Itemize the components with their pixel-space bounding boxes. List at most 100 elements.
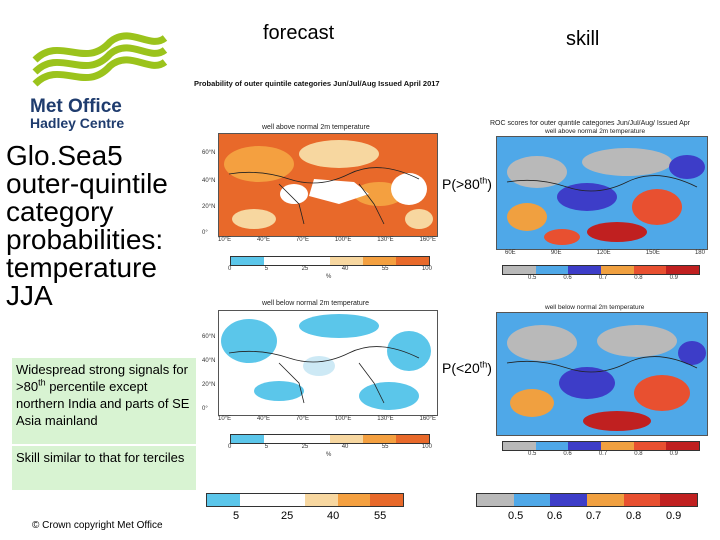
skill-label-below: P(<20th) xyxy=(440,360,494,376)
forecast-map-below-field xyxy=(219,311,437,415)
cbar-swatch xyxy=(535,266,569,274)
skill-large-tick: 0.6 xyxy=(547,510,563,522)
skill-label-below-a: P(<20 xyxy=(442,360,480,376)
skill-lon-ticks-1: 60E 90E 120E 150E 180 xyxy=(505,250,705,256)
skill-label-below-b: ) xyxy=(487,360,492,376)
forecast-map2-title: well below normal 2m temperature xyxy=(262,300,369,307)
lon-tick: 90E xyxy=(550,250,562,256)
cbar-swatch xyxy=(337,494,371,506)
cbar-swatch xyxy=(207,494,240,506)
cbar-swatch xyxy=(568,442,602,450)
cbar-tick: 0.7 xyxy=(598,451,608,457)
forecast-map1-title: well above normal 2m temperature xyxy=(262,124,370,131)
title-line: Glo.Sea5 xyxy=(6,140,123,171)
skill-cbar-ticks-1: 0.5 0.6 0.7 0.8 0.9 xyxy=(528,275,678,281)
lon-ticks-2: 10°E 40°E 70°E 100°E 130°E 160°E xyxy=(218,416,436,422)
cbar-tick: 25 xyxy=(301,266,309,272)
title-line: outer-quintile xyxy=(6,168,168,199)
cbar-swatch xyxy=(305,494,338,506)
cbar-swatch xyxy=(363,257,396,265)
cbar-swatch xyxy=(568,266,602,274)
cbar-tick: 0.5 xyxy=(528,451,537,457)
cbar-tick: 0.6 xyxy=(563,275,572,281)
lon-tick: 130°E xyxy=(377,416,394,422)
title-line: category xyxy=(6,196,114,227)
cbar-swatch xyxy=(503,442,536,450)
lon-ticks-1: 10°E 40°E 70°E 100°E 130°E 160°E xyxy=(218,237,436,243)
copyright-footer: © Crown copyright Met Office xyxy=(32,520,163,531)
cbar-swatch xyxy=(535,442,569,450)
cbar-swatch xyxy=(587,494,624,506)
cbar-tick: 0.9 xyxy=(669,275,678,281)
skill-cbar-ticks-2: 0.5 0.6 0.7 0.8 0.9 xyxy=(528,451,678,457)
slide-title: Glo.Sea5 outer-quintile category probabi… xyxy=(6,142,206,310)
lon-tick: 60E xyxy=(505,250,516,256)
lon-tick: 160°E xyxy=(419,416,436,422)
forecast-map-above xyxy=(218,133,438,237)
cbar-tick: 5 xyxy=(264,266,269,272)
lon-tick: 130°E xyxy=(377,237,394,243)
cbar-tick: 100 xyxy=(421,444,432,450)
lat-tick: 20°N xyxy=(202,204,216,210)
skill-label-above: P(>80th) xyxy=(440,176,494,192)
cbar-swatch xyxy=(396,435,429,443)
cbar-swatch xyxy=(330,435,363,443)
lat-tick: 40°N xyxy=(202,178,216,184)
skill-label-above-a: P(>80 xyxy=(442,176,480,192)
forecast-colorbar-2 xyxy=(230,434,430,444)
cbar-tick: 40 xyxy=(341,444,349,450)
cbar-swatch xyxy=(231,257,264,265)
cbar-swatch xyxy=(633,442,667,450)
lat-tick: 0° xyxy=(202,406,208,412)
forecast-cbar-ticks-1: 0 5 25 40 55 100 xyxy=(228,266,432,272)
skill-large-tick: 0.8 xyxy=(626,510,642,522)
title-line: probabilities: xyxy=(6,224,164,255)
cbar-tick: 0.9 xyxy=(669,451,678,457)
forecast-large-tick: 40 xyxy=(327,510,340,522)
cbar-tick: 40 xyxy=(341,266,349,272)
forecast-colorbar-large xyxy=(206,493,404,507)
forecast-large-tick: 25 xyxy=(281,510,294,522)
forecast-map-below xyxy=(218,310,438,416)
cbar-tick: 0.8 xyxy=(634,451,643,457)
cbar-tick: 0.7 xyxy=(598,275,608,281)
logo-line2: Hadley Centre xyxy=(30,115,125,131)
skill-colorbar-2 xyxy=(502,441,700,451)
cbar-tick: 0 xyxy=(228,266,232,272)
cbar-swatch xyxy=(396,257,429,265)
skill-map-above xyxy=(496,136,708,250)
cbar-tick: 5 xyxy=(264,444,269,450)
lon-tick: 100°E xyxy=(334,237,352,243)
skill-label-above-b: ) xyxy=(487,176,492,192)
cbar-swatch xyxy=(330,257,363,265)
title-line: JJA xyxy=(6,280,53,311)
forecast-colorbar-1 xyxy=(230,256,430,266)
cbar-swatch xyxy=(370,494,404,506)
skill-large-tick: 0.7 xyxy=(586,510,602,522)
lon-tick: 40°E xyxy=(256,237,271,243)
forecast-heading: forecast xyxy=(263,22,335,44)
cbar-swatch xyxy=(601,442,634,450)
cbar-tick: 100 xyxy=(421,266,432,272)
cbar-swatch xyxy=(363,435,396,443)
cbar-tick: 25 xyxy=(301,444,309,450)
forecast-panel-heading: Probability of outer quintile categories… xyxy=(194,79,440,88)
lat-tick: 60°N xyxy=(202,150,216,156)
lat-tick: 20°N xyxy=(202,382,216,388)
cbar-swatch xyxy=(660,494,698,506)
skill-large-tick: 0.5 xyxy=(508,510,524,522)
title-line: temperature xyxy=(6,252,157,283)
cbar-swatch xyxy=(601,266,634,274)
cbar-swatch xyxy=(666,266,700,274)
skill-label-below-sup: th xyxy=(479,359,488,370)
lat-tick: 0° xyxy=(202,230,208,236)
lon-tick: 160°E xyxy=(419,237,436,243)
lat-tick: 40°N xyxy=(202,358,216,364)
lon-tick: 10°E xyxy=(218,416,232,422)
forecast-map-above-field xyxy=(219,134,437,236)
cbar-swatch xyxy=(297,257,330,265)
cbar-tick: 0.5 xyxy=(528,275,537,281)
forecast-large-tick: 55 xyxy=(374,510,387,522)
lon-tick: 150E xyxy=(645,250,660,256)
cbar-tick: 0 xyxy=(228,444,232,450)
